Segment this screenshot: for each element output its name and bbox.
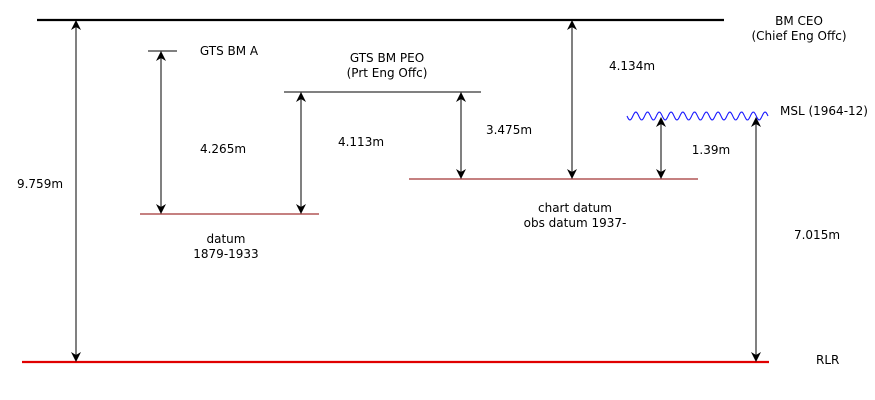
distance-peo-to-chart-datum: 3.475m [486, 123, 532, 137]
old-datum-sublabel: 1879-1933 [193, 247, 258, 261]
chart-datum-sublabel: obs datum 1937- [524, 216, 627, 230]
distance-ceo-to-chart-datum: 4.134m [609, 59, 655, 73]
old-datum-label: datum [207, 232, 246, 246]
gts-bm-a-label: GTS BM A [200, 44, 259, 58]
distance-peo-to-old-datum: 4.113m [338, 135, 384, 149]
gts-bm-peo-sublabel: (Prt Eng Offc) [347, 66, 428, 80]
bm-ceo-sublabel: (Chief Eng Offc) [751, 29, 846, 43]
distance-msl-to-rlr: 7.015m [794, 228, 840, 242]
gts-bm-peo-label: GTS BM PEO [350, 51, 424, 65]
rlr-label: RLR [816, 353, 839, 367]
msl-label: MSL (1964-12) [780, 104, 868, 118]
distance-msl-to-chart-datum: 1.39m [692, 143, 730, 157]
distance-bm-a-to-old-datum: 4.265m [200, 142, 246, 156]
chart-datum-label: chart datum [538, 201, 612, 215]
msl-wave-line [626, 111, 769, 121]
bm-ceo-label: BM CEO [775, 14, 823, 28]
distance-ceo-to-rlr: 9.759m [17, 177, 63, 191]
